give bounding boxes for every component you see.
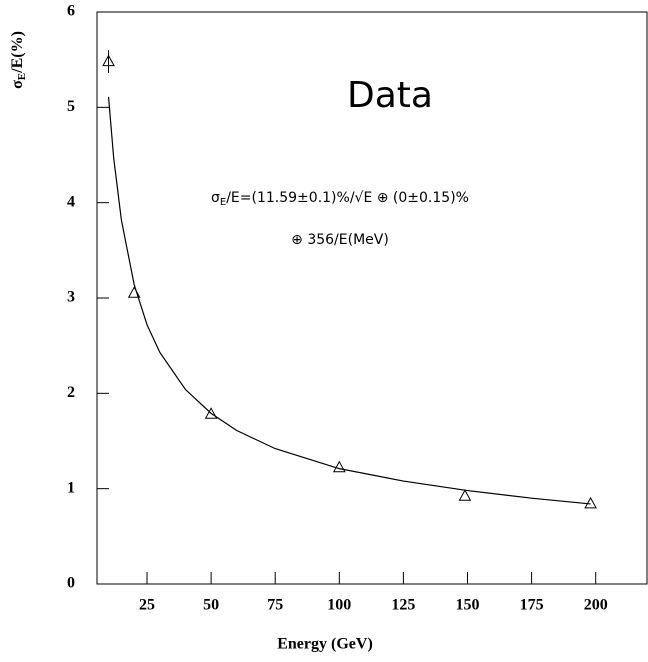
y-rest: /E(%) xyxy=(9,31,26,74)
data-point xyxy=(584,496,597,509)
y-tick-label: 3 xyxy=(67,289,75,306)
y-axis-title: σE/E(%) xyxy=(9,31,28,89)
x-tick-label: 175 xyxy=(520,597,544,614)
data-point xyxy=(102,54,115,67)
fit-curve xyxy=(107,96,591,505)
x-axis-title: Energy (GeV) xyxy=(277,636,373,653)
y-tick-label: 2 xyxy=(67,384,75,401)
fit-rest: /E=(11.59±0.1)%/√E ⊕ (0±0.15)% xyxy=(226,190,469,206)
y-tick-label: 1 xyxy=(67,479,75,496)
x-tick-label: 75 xyxy=(267,597,283,614)
x-tick-label: 200 xyxy=(584,597,608,614)
data-point xyxy=(332,460,346,473)
x-tick-label: 50 xyxy=(203,597,219,614)
data-point xyxy=(458,489,472,501)
data-label: Data xyxy=(347,75,433,116)
y-tick-label: 0 xyxy=(67,575,75,592)
data-point xyxy=(127,286,141,298)
y-tick-label: 6 xyxy=(67,3,75,20)
fit-sub: E xyxy=(220,197,226,208)
fit-symbol: σ xyxy=(211,190,220,206)
x-tick-label: 125 xyxy=(391,597,415,614)
x-tick-label: 150 xyxy=(456,597,480,614)
y-tick-label: 4 xyxy=(67,193,75,210)
fit-label: σE/E=(11.59±0.1)%/√E ⊕ (0±0.15)% xyxy=(211,190,469,208)
x-tick-label: 100 xyxy=(327,597,351,614)
fit-label-line2: ⊕ 356/E(MeV) xyxy=(291,232,389,248)
y-sub: E xyxy=(16,73,28,80)
y-tick-label: 5 xyxy=(67,98,75,115)
x-tick-label: 25 xyxy=(139,597,155,614)
data-point xyxy=(204,407,218,419)
y-symbol: σ xyxy=(9,80,26,89)
